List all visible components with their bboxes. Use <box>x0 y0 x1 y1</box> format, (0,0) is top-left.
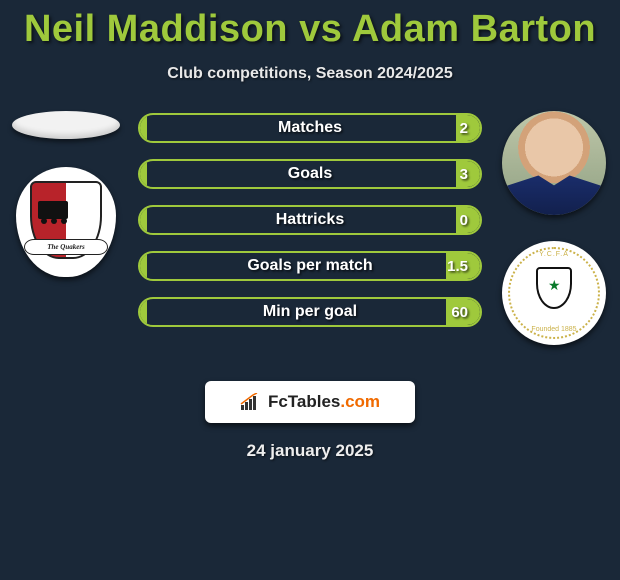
stat-row: Hattricks0 <box>138 205 482 235</box>
stat-label: Hattricks <box>140 207 480 233</box>
stat-label: Goals per match <box>140 253 480 279</box>
stat-value-right: 2 <box>460 115 468 141</box>
player-avatar-left <box>12 111 120 139</box>
club-name-right: Y.C.F.A <box>502 251 606 258</box>
stat-label: Matches <box>140 115 480 141</box>
snapshot-date: 24 january 2025 <box>0 441 620 461</box>
stat-row: Goals per match1.5 <box>138 251 482 281</box>
club-badge-left: The Quakers <box>16 167 116 277</box>
chart-icon <box>240 393 262 411</box>
stat-value-right: 1.5 <box>447 253 468 279</box>
stat-row: Matches2 <box>138 113 482 143</box>
club-motto-left: The Quakers <box>47 243 85 251</box>
train-icon <box>38 201 68 219</box>
stat-row: Goals3 <box>138 159 482 189</box>
stat-row: Min per goal60 <box>138 297 482 327</box>
stat-label: Min per goal <box>140 299 480 325</box>
stat-value-right: 0 <box>460 207 468 233</box>
club-founded-right: Founded 1885 <box>502 326 606 333</box>
player-avatar-right <box>502 111 606 215</box>
club-badge-right: Y.C.F.A ★ Founded 1885 <box>502 241 606 345</box>
stat-label: Goals <box>140 161 480 187</box>
right-player-column: Y.C.F.A ★ Founded 1885 <box>494 111 614 345</box>
stat-bars: Matches2 Goals3 Hattricks0 Goals per match1… <box>138 113 482 343</box>
star-icon: ★ <box>548 277 561 294</box>
stat-value-right: 3 <box>460 161 468 187</box>
source-name: FcTables.com <box>268 392 380 412</box>
subtitle: Club competitions, Season 2024/2025 <box>0 65 620 83</box>
shield-icon: The Quakers <box>16 167 116 277</box>
comparison-panel: The Quakers Y.C.F.A ★ Founded 1885 Match… <box>0 111 620 371</box>
source-logo: FcTables.com <box>205 381 415 423</box>
page-title: Neil Maddison vs Adam Barton <box>0 0 620 51</box>
stat-value-right: 60 <box>451 299 468 325</box>
left-player-column: The Quakers <box>6 111 126 277</box>
